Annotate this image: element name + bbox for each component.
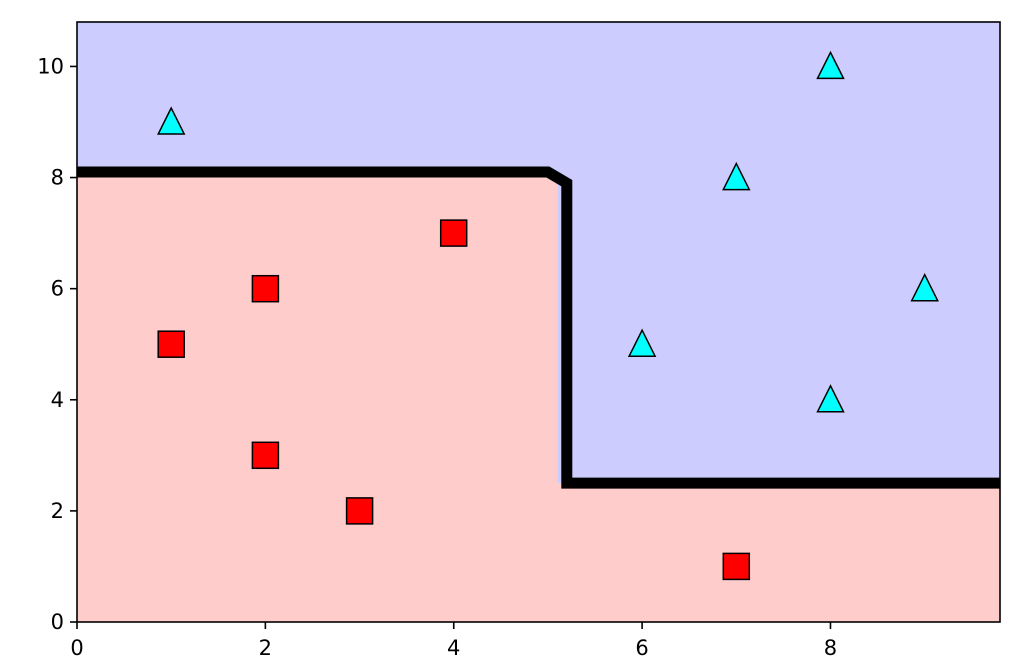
square-point xyxy=(345,497,374,525)
square-point xyxy=(722,552,751,581)
x-tick-label: 2 xyxy=(259,636,272,660)
x-tick-label: 8 xyxy=(824,636,837,660)
triangle-point xyxy=(156,106,186,135)
y-tick-label: 6 xyxy=(51,277,64,301)
triangle-point xyxy=(627,328,657,357)
triangle-point xyxy=(722,161,751,191)
triangle-point xyxy=(910,273,939,302)
x-tick-label: 0 xyxy=(70,636,83,660)
region-square-class xyxy=(77,172,1000,622)
square-point xyxy=(157,330,185,358)
x-tick-label: 4 xyxy=(447,636,460,660)
square-point xyxy=(251,441,280,470)
x-tick-label: 6 xyxy=(635,636,648,660)
decision-boundary xyxy=(77,166,1000,489)
triangle-point xyxy=(816,384,845,413)
decision-boundary-line xyxy=(77,166,1000,489)
square-point xyxy=(439,219,468,247)
axes xyxy=(76,21,1001,623)
y-axis-ticks: 0 2 4 6 8 10 xyxy=(37,54,77,634)
plot-frame xyxy=(76,21,1001,623)
x-axis-ticks: 0 2 4 6 8 xyxy=(70,622,837,660)
triangle-point xyxy=(816,50,845,80)
y-tick-label: 0 xyxy=(51,610,64,634)
region-triangle-class xyxy=(77,22,1000,484)
y-tick-label: 10 xyxy=(37,54,64,78)
y-tick-label: 8 xyxy=(51,166,64,190)
square-point xyxy=(251,274,280,303)
y-tick-label: 4 xyxy=(51,388,64,412)
data-points xyxy=(156,50,939,581)
decision-regions xyxy=(77,22,1000,622)
y-tick-label: 2 xyxy=(51,499,64,523)
